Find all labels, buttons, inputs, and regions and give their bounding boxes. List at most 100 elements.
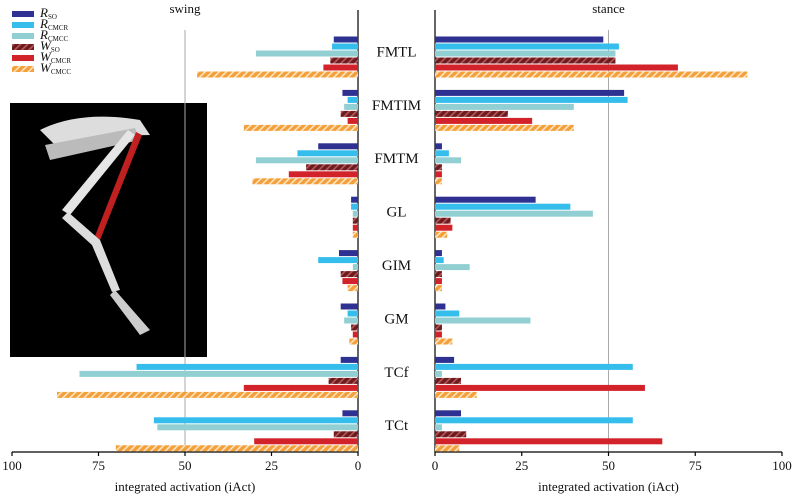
- x-tick-label: 100: [772, 458, 792, 473]
- category-label: GL: [387, 205, 407, 221]
- bar: [340, 356, 358, 363]
- category-label: TCt: [385, 418, 409, 434]
- bar: [435, 338, 453, 345]
- bar: [347, 285, 358, 292]
- bar: [435, 124, 574, 131]
- bar: [340, 303, 358, 310]
- legend-label: RCMCR: [39, 16, 69, 32]
- bar: [243, 384, 358, 391]
- bar: [340, 271, 358, 278]
- category-label: GM: [384, 311, 408, 327]
- bar: [153, 417, 358, 424]
- bar: [435, 196, 536, 203]
- bar: [255, 50, 358, 57]
- bar: [435, 203, 571, 210]
- bar: [351, 324, 358, 331]
- bar: [351, 203, 358, 210]
- x-tick-label: 25: [265, 458, 278, 473]
- bar: [435, 377, 462, 384]
- leg-image: [10, 103, 207, 357]
- bar: [352, 264, 358, 271]
- category-label: FMTIM: [372, 98, 421, 114]
- bar: [352, 210, 358, 217]
- bar: [332, 43, 358, 50]
- bar: [318, 257, 358, 264]
- bar: [435, 438, 663, 445]
- legend-label: WCMCR: [40, 49, 71, 65]
- bar: [435, 331, 442, 338]
- bar: [333, 36, 358, 43]
- bar: [435, 103, 574, 110]
- bar: [435, 210, 593, 217]
- x-tick-label: 50: [602, 458, 615, 473]
- bar: [435, 217, 451, 224]
- bar: [435, 370, 442, 377]
- legend-swatch: [12, 11, 34, 17]
- legend-swatch: [12, 22, 34, 28]
- bar: [347, 310, 358, 317]
- legend-label: WSO: [40, 38, 60, 54]
- bar: [347, 96, 358, 103]
- category-label: GIM: [382, 258, 411, 274]
- bar: [56, 391, 358, 398]
- bar: [342, 410, 358, 417]
- legend-swatch: [12, 55, 34, 61]
- bar: [254, 438, 358, 445]
- bar: [349, 338, 358, 345]
- x-tick-label: 100: [2, 458, 22, 473]
- bar: [323, 64, 358, 71]
- bar: [255, 157, 358, 164]
- bar: [435, 43, 619, 50]
- bar: [342, 89, 358, 96]
- bar: [340, 110, 358, 117]
- bar: [435, 285, 442, 292]
- panel-title: swing: [169, 1, 201, 16]
- x-tick-label: 50: [179, 458, 192, 473]
- bar: [136, 363, 358, 370]
- bar: [157, 424, 358, 431]
- bar: [435, 57, 616, 64]
- x-tick-label: 75: [92, 458, 105, 473]
- bar: [435, 89, 625, 96]
- legend-label: RCMCC: [39, 27, 69, 43]
- bar: [352, 217, 358, 224]
- bar: [435, 278, 442, 285]
- bar: [435, 231, 448, 238]
- bar: [435, 384, 645, 391]
- bar: [435, 324, 442, 331]
- x-tick-label: 0: [432, 458, 439, 473]
- bar: [435, 50, 616, 57]
- legend-label: WCMCC: [40, 60, 71, 76]
- bar: [435, 310, 460, 317]
- bar: [252, 178, 358, 185]
- bar: [344, 103, 358, 110]
- bar: [435, 171, 442, 178]
- bar: [352, 224, 358, 231]
- category-label: FMTL: [376, 44, 416, 60]
- bar: [435, 250, 442, 257]
- bar: [197, 71, 358, 78]
- bar: [435, 257, 444, 264]
- bar: [333, 431, 358, 438]
- legend-swatch: [12, 33, 34, 39]
- bar: [115, 445, 358, 452]
- bar: [435, 71, 748, 78]
- legend-swatch: [12, 66, 34, 72]
- bar: [347, 117, 358, 124]
- bar: [342, 278, 358, 285]
- bar: [435, 96, 628, 103]
- bar: [435, 36, 604, 43]
- bar: [352, 331, 358, 338]
- bar: [435, 143, 442, 150]
- bar: [435, 117, 533, 124]
- bar: [435, 64, 678, 71]
- bar: [435, 431, 467, 438]
- bar: [79, 370, 358, 377]
- bar: [435, 303, 446, 310]
- bar: [435, 317, 531, 324]
- bar: [435, 363, 633, 370]
- x-axis-label: integrated activation (iAct): [538, 479, 679, 494]
- bar: [435, 164, 442, 171]
- category-label: TCf: [384, 365, 408, 381]
- bar: [435, 410, 462, 417]
